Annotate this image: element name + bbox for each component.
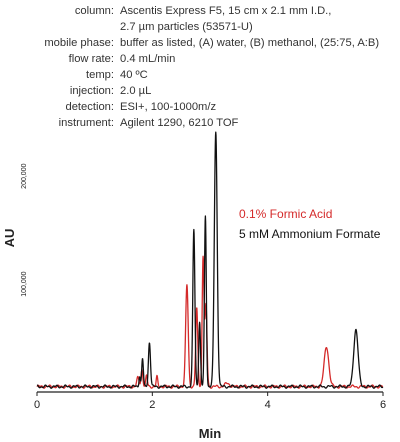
condition-label: detection: <box>65 101 114 113</box>
y-tick-label: 200,000 <box>21 163 28 188</box>
condition-value: 40 ºC <box>120 69 148 81</box>
condition-row: column: Ascentis Express F5, 15 cm x 2.1… <box>0 3 400 19</box>
series-line-ammonium-formate <box>36 131 384 389</box>
x-tick-label: 6 <box>380 399 386 411</box>
y-axis-label: AU <box>2 229 17 248</box>
x-axis-label: Min <box>199 426 221 441</box>
condition-row: instrument: Agilent 1290, 6210 TOF <box>0 115 400 131</box>
condition-value: ESI+, 100-1000m/z <box>120 101 217 113</box>
condition-row: injection: 2.0 µL <box>0 83 400 99</box>
condition-label: column: <box>74 5 114 17</box>
legend: 0.1% Formic Acid 5 mM Ammonium Formate <box>239 207 381 241</box>
legend-entry: 0.1% Formic Acid <box>239 207 332 221</box>
series-layer <box>36 131 384 389</box>
condition-row: detection: ESI+, 100-1000m/z <box>0 99 400 115</box>
condition-value: 2.7 µm particles (53571-U) <box>120 21 253 33</box>
condition-label: mobile phase: <box>44 37 114 49</box>
chromatogram-chart: 0 2 4 6 100,000 200,000 Min AU 0.1% Formic A… <box>2 131 386 441</box>
x-ticks: 0 2 4 6 <box>34 392 386 411</box>
condition-row: 2.7 µm particles (53571-U) <box>0 19 400 35</box>
condition-row: flow rate: 0.4 mL/min <box>0 51 400 67</box>
x-tick-label: 2 <box>149 399 155 411</box>
condition-value: Agilent 1290, 6210 TOF <box>120 117 239 129</box>
condition-label: flow rate: <box>68 53 114 65</box>
condition-row: mobile phase: buffer as listed, (A) wate… <box>0 35 400 51</box>
y-ticks: 100,000 200,000 <box>21 163 28 296</box>
condition-row: temp: 40 ºC <box>0 67 400 83</box>
x-tick-label: 0 <box>34 399 40 411</box>
x-tick-label: 4 <box>265 399 271 411</box>
condition-label: injection: <box>69 85 114 97</box>
condition-label: temp: <box>86 69 114 81</box>
condition-value: buffer as listed, (A) water, (B) methano… <box>120 37 380 49</box>
condition-value: 0.4 mL/min <box>120 53 176 65</box>
chromatographic-conditions: column: Ascentis Express F5, 15 cm x 2.1… <box>0 0 400 131</box>
condition-value: 2.0 µL <box>120 85 152 97</box>
y-tick-label: 100,000 <box>21 271 28 296</box>
legend-entry: 5 mM Ammonium Formate <box>239 227 381 241</box>
series-line-formic-acid <box>36 255 384 389</box>
condition-label: instrument: <box>58 117 114 129</box>
condition-value: Ascentis Express F5, 15 cm x 2.1 mm I.D.… <box>120 5 332 17</box>
